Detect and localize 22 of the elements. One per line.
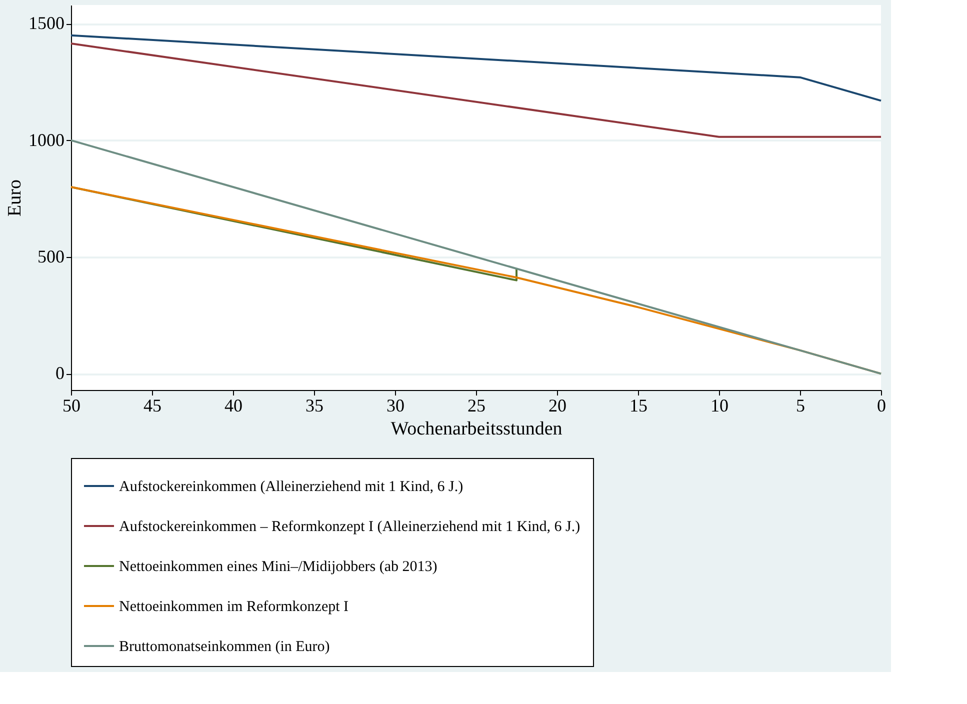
x-tick-label: 30 bbox=[386, 396, 404, 416]
y-axis-title: Euro bbox=[4, 180, 26, 216]
x-tick-label: 25 bbox=[468, 396, 486, 416]
legend-label: Nettoeinkommen eines Mini–/Midijobbers (ab 2013) bbox=[119, 559, 438, 575]
y-tick-label: 500 bbox=[38, 246, 64, 266]
y-tick-label: 1500 bbox=[28, 13, 64, 34]
x-tick-label: 15 bbox=[630, 396, 648, 416]
legend-label: Bruttomonatseinkommen (in Euro) bbox=[119, 639, 330, 655]
x-tick-label: 50 bbox=[62, 396, 80, 416]
x-tick-label: 10 bbox=[710, 396, 728, 416]
legend-label: Aufstockereinkommen – Reformkonzept I (Alleinerziehend mit 1 Kind, 6 J.) bbox=[119, 519, 580, 535]
x-tick-label: 40 bbox=[224, 396, 242, 416]
legend-label: Nettoeinkommen im Reformkonzept I bbox=[119, 599, 349, 615]
x-tick-label: 35 bbox=[306, 396, 324, 416]
x-tick-label: 45 bbox=[144, 396, 162, 416]
x-tick-label: 20 bbox=[548, 396, 566, 416]
legend-label: Aufstockereinkommen (Alleinerziehend mit 1 Kind, 6 J.) bbox=[119, 479, 464, 495]
x-tick-label: 5 bbox=[796, 396, 805, 416]
y-tick-label: 1000 bbox=[28, 130, 64, 150]
x-tick-label: 0 bbox=[877, 396, 886, 416]
y-tick-label: 0 bbox=[56, 363, 64, 384]
x-axis-title: Wochenarbeitsstunden bbox=[390, 418, 563, 440]
